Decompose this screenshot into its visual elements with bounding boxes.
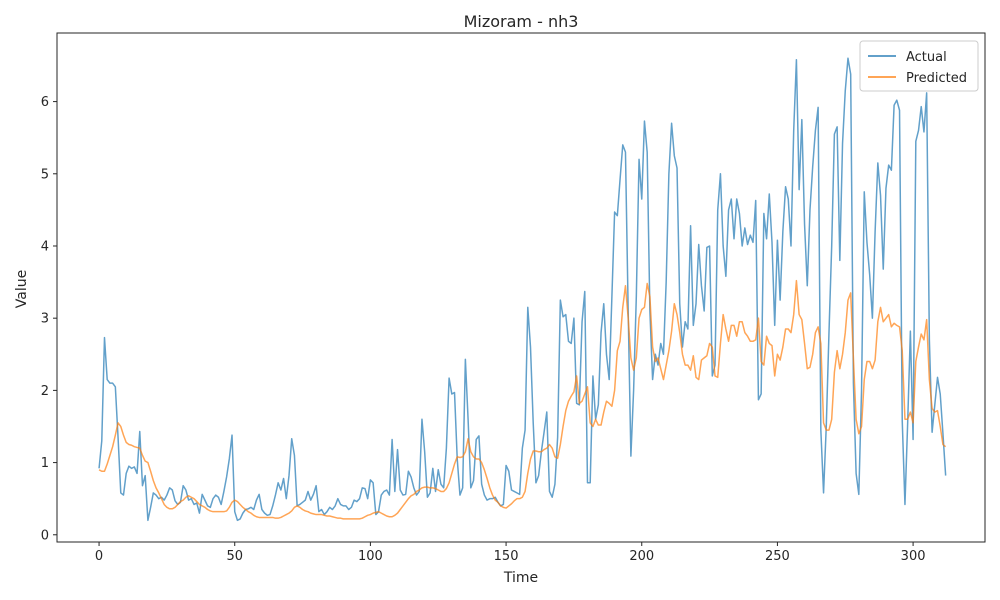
x-tick-label: 100	[358, 549, 383, 564]
legend-label-predicted: Predicted	[906, 71, 967, 86]
y-axis: 0 1 2 3 4 5 6	[41, 95, 57, 543]
legend: Actual Predicted	[859, 40, 979, 92]
y-tick-label: 5	[41, 167, 49, 182]
x-axis-label: Time	[503, 570, 538, 586]
y-tick-label: 4	[41, 239, 49, 254]
legend-label-actual: Actual	[906, 50, 947, 65]
y-tick-label: 6	[41, 95, 49, 110]
y-tick-label: 1	[41, 456, 49, 471]
y-tick-label: 0	[41, 528, 49, 543]
x-tick-label: 50	[226, 549, 243, 564]
x-tick-label: 300	[901, 549, 926, 564]
plot-frame	[56, 32, 986, 543]
series-line-actual	[98, 57, 947, 522]
x-tick-label: 200	[629, 549, 654, 564]
x-tick-label: 150	[494, 549, 519, 564]
y-tick-label: 3	[41, 312, 49, 327]
series-layer	[98, 57, 947, 522]
series-line-predicted	[98, 279, 947, 520]
chart-title: Mizoram - nh3	[464, 12, 579, 31]
y-tick-label: 2	[41, 384, 49, 399]
x-tick-label: 250	[765, 549, 790, 564]
x-axis: 0 50 100 150 200 250 300	[95, 542, 926, 564]
legend-box	[859, 40, 979, 92]
y-axis-label: Value	[14, 270, 30, 308]
x-tick-label: 0	[95, 549, 103, 564]
